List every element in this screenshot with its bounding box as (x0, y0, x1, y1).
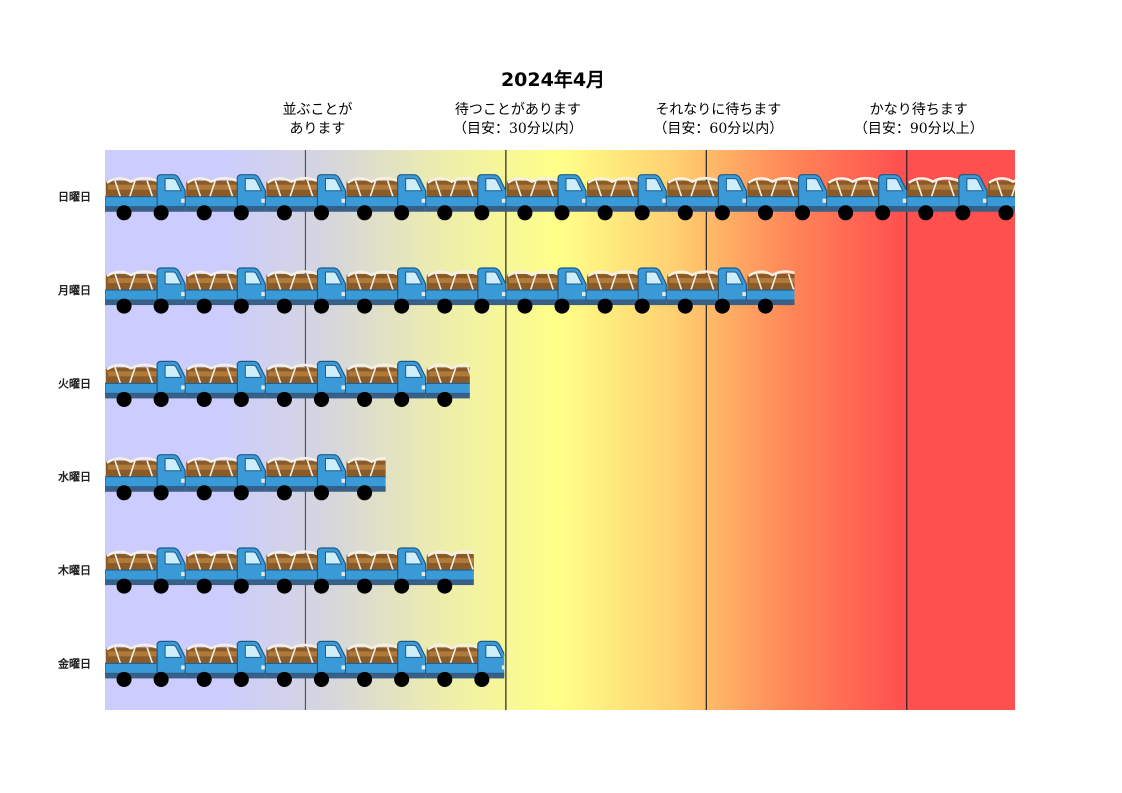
zone-divider-lines (304, 150, 908, 710)
category-label-2: 月曜日 (57, 284, 91, 297)
category-label-5: 木曜日 (57, 563, 91, 577)
chart-title: 2024年4月 (501, 68, 605, 91)
zone-label-3-line1: それなりに待ちます (655, 102, 781, 118)
zone-label-4-line1: かなり待ちます (870, 102, 968, 118)
category-label-1: 日曜日 (58, 191, 91, 204)
zone-label-4-line2: （目安：90分以上） (854, 121, 984, 137)
zone-label-1-line1: 並ぶことが (282, 102, 352, 118)
zone-label-1-line2: あります (289, 121, 345, 137)
category-label-3: 火曜日 (58, 377, 91, 390)
category-label-6: 金曜日 (57, 656, 91, 670)
category-label-4: 水曜日 (58, 470, 91, 484)
truck-mark (985, 173, 1015, 222)
plot-background (105, 150, 1015, 710)
zone-label-3-line2: （目安：60分以内） (653, 121, 783, 137)
zone-label-2-line2: （目安：30分以内） (453, 121, 583, 137)
zone-label-2-line1: 待つことがあります (455, 102, 581, 118)
